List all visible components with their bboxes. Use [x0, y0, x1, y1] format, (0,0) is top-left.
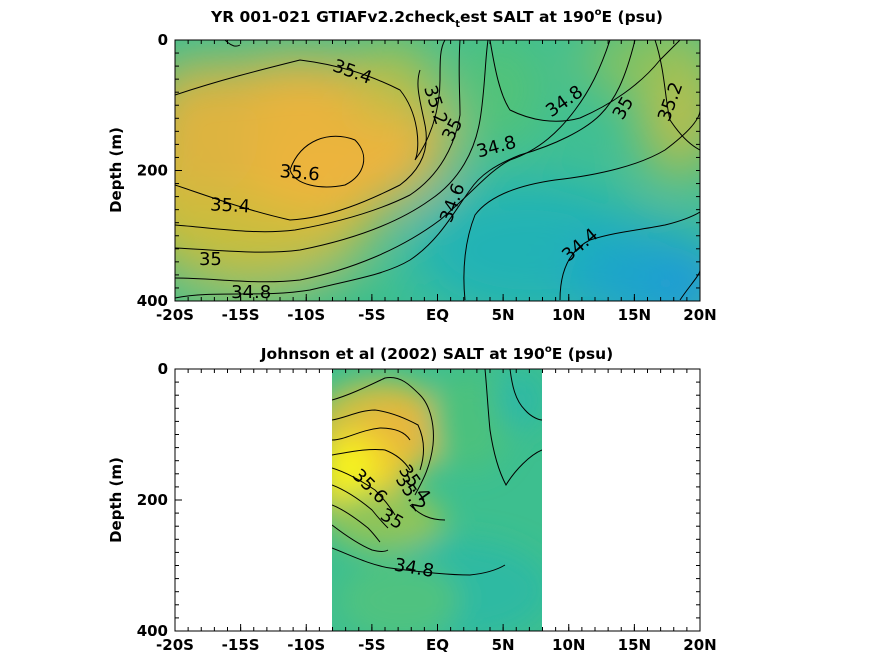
panel-bottom-axes: -20S -15S -10S -5S EQ 5N 10N 15N 20N 0 200 400 [137, 360, 717, 654]
x-tick-label: -5S [358, 306, 385, 324]
panel-top-axes: -20S -15S -10S -5S EQ 5N 10N 15N 20N 0 200 400 [137, 31, 717, 324]
y-tick-label: 400 [137, 292, 168, 310]
y-tick-label: 200 [137, 162, 168, 180]
x-tick-label: -20S [156, 636, 194, 654]
y-tick-label: 0 [158, 360, 168, 378]
x-tick-label: -10S [287, 636, 325, 654]
contour-label: 35 [199, 249, 222, 270]
x-tick-label: -5S [358, 636, 385, 654]
panel-bottom: Johnson et al (2002) SALT at 190oE (psu) [107, 344, 717, 654]
x-tick-label: EQ [426, 636, 449, 654]
contour-label: 35.6 [279, 161, 321, 185]
y-tick-label: 200 [137, 491, 168, 509]
x-tick-label: 15N [618, 636, 651, 654]
x-tick-label: 10N [552, 306, 585, 324]
panel-bottom-ylabel: Depth (m) [107, 457, 125, 543]
panel-top-title: YR 001-021 GTIAFv2.2checktest SALT at 19… [210, 7, 663, 30]
panel-top: YR 001-021 GTIAFv2.2checktest SALT at 19… [107, 7, 717, 324]
panel-top-contours [175, 40, 700, 301]
x-tick-label: 5N [492, 636, 515, 654]
x-tick-label: -20S [156, 306, 194, 324]
x-tick-label: 5N [492, 306, 515, 324]
x-tick-label: -15S [222, 636, 260, 654]
x-tick-label: 15N [618, 306, 651, 324]
y-tick-label: 400 [137, 622, 168, 640]
contour-label: 34.8 [231, 282, 271, 303]
x-tick-label: -15S [222, 306, 260, 324]
x-tick-label: EQ [426, 306, 449, 324]
x-tick-label: 10N [552, 636, 585, 654]
x-tick-label: 20N [683, 306, 716, 324]
panel-bottom-contours [332, 369, 542, 576]
panel-top-ylabel: Depth (m) [107, 127, 125, 213]
y-tick-label: 0 [158, 31, 168, 49]
x-tick-label: -10S [287, 306, 325, 324]
panel-bottom-title: Johnson et al (2002) SALT at 190oE (psu) [260, 344, 613, 363]
x-tick-label: 20N [683, 636, 716, 654]
contour-label: 35.4 [210, 194, 251, 217]
